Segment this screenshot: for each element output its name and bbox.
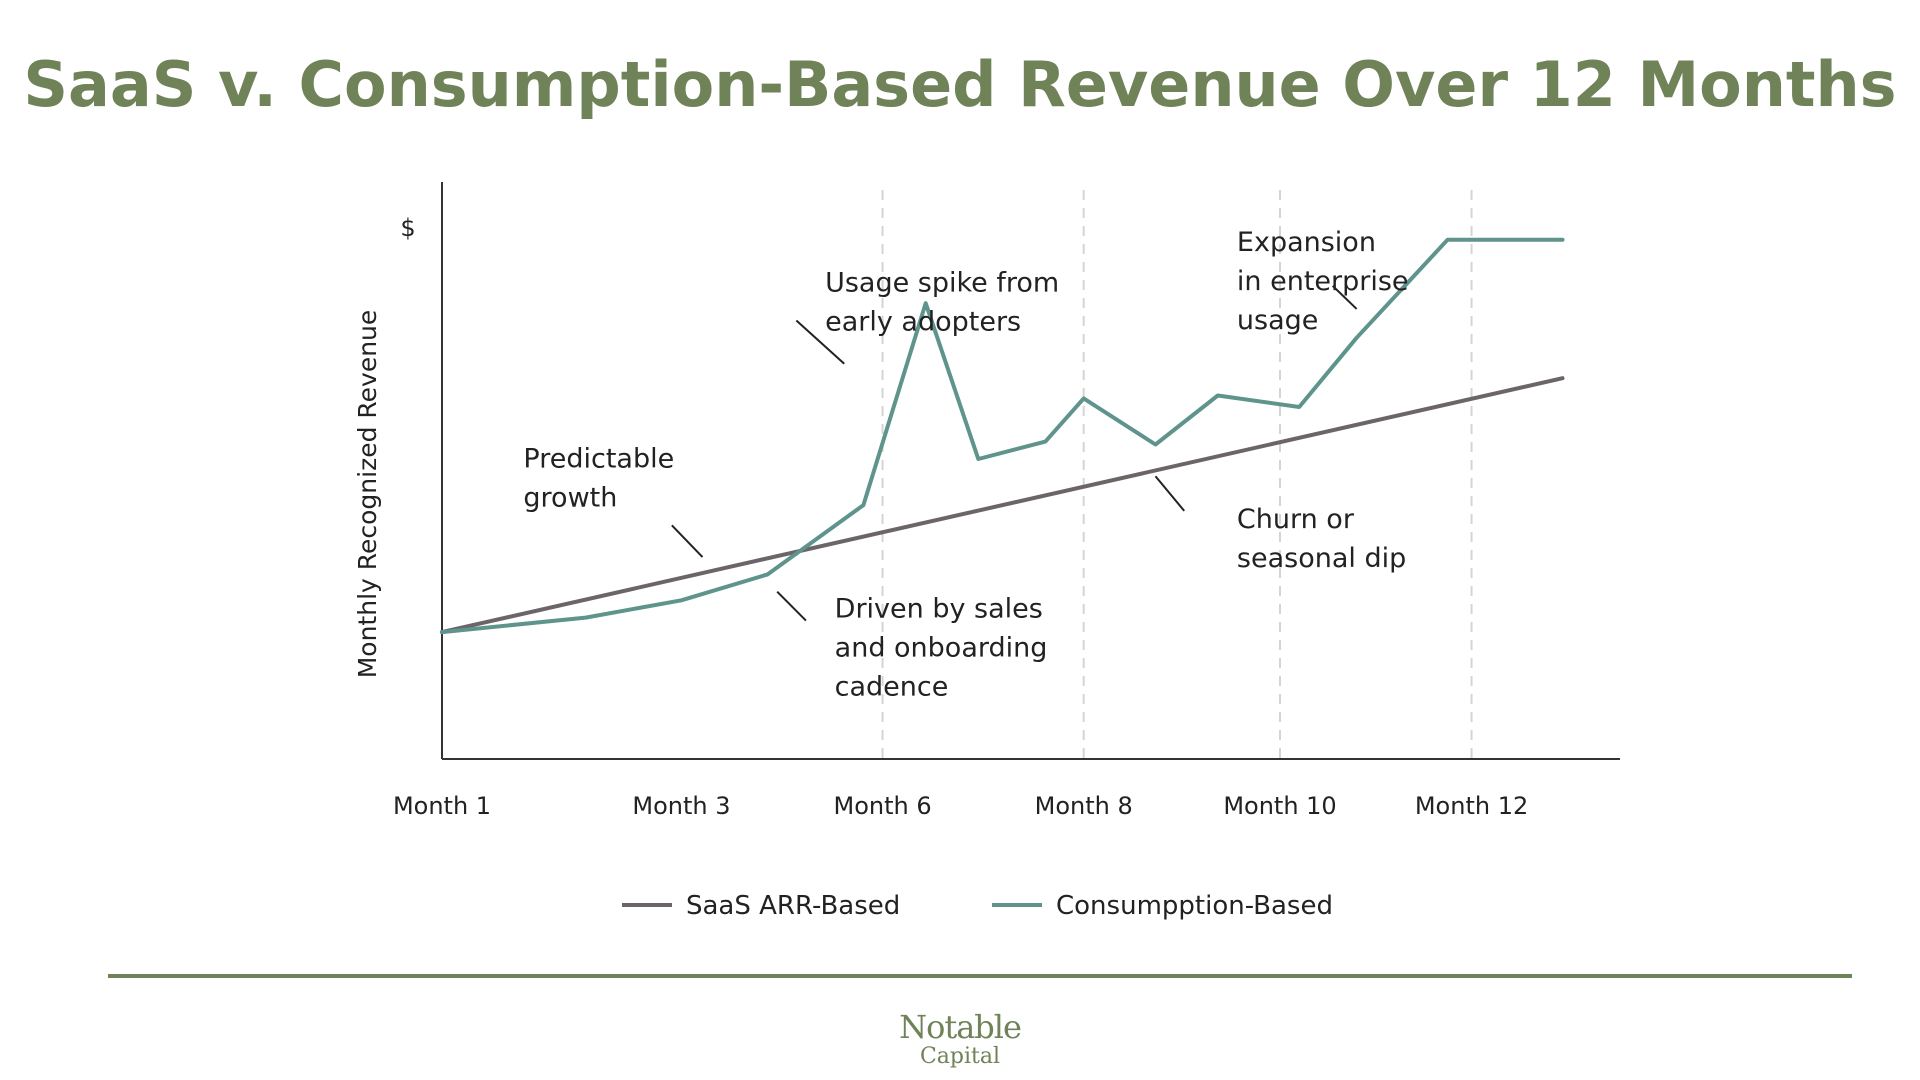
chart-svg: $ Monthly Recognized Revenue Month 1 Month … <box>353 182 1620 921</box>
annotation-1-line-2: usage <box>1237 305 1318 336</box>
brand-logo-line2: Capital <box>919 1044 1001 1069</box>
x-tick-label-3: Month 8 <box>1035 792 1133 820</box>
annotation-4-line-0: Driven by sales <box>835 594 1043 625</box>
annotation-2: Predictable growth <box>523 444 674 514</box>
footer-divider <box>108 974 1852 978</box>
annotation-3-pointer <box>1154 475 1186 512</box>
annotation-0-line-0: Usage spike from <box>825 268 1059 299</box>
annotation-2-pointer <box>671 524 704 558</box>
chart-title: SaaS v. Consumption-Based Revenue Over 1… <box>23 48 1897 121</box>
series-line-saas <box>440 376 1565 635</box>
y-unit-label: $ <box>400 214 415 242</box>
x-tick-label-0: Month 1 <box>393 792 491 820</box>
x-tick-label-4: Month 10 <box>1223 792 1336 820</box>
annotation-0-pointer <box>795 319 845 365</box>
y-axis-label: Monthly Recognized Revenue <box>353 310 382 679</box>
annotation-1: Expansion in enterprise usage <box>1237 227 1409 336</box>
x-tick-label-5: Month 12 <box>1415 792 1528 820</box>
annotation-1-pointer <box>1331 285 1358 310</box>
annotation-0: Usage spike from early adopters <box>825 268 1059 338</box>
annotation-3-line-1: seasonal dip <box>1237 543 1406 574</box>
x-tick-label-2: Month 6 <box>833 792 931 820</box>
annotation-1-line-0: Expansion <box>1237 227 1376 258</box>
series-line-consumption <box>440 237 1565 635</box>
annotation-3-line-0: Churn or <box>1237 504 1355 535</box>
annotation-1-line-1: in enterprise <box>1237 266 1409 297</box>
annotation-4-line-2: cadence <box>835 672 949 703</box>
legend-label-1: Consumpption-Based <box>1056 891 1333 921</box>
x-tick-label-1: Month 3 <box>632 792 730 820</box>
annotation-4-pointer <box>776 590 807 622</box>
annotation-4-line-1: and onboarding <box>835 633 1048 664</box>
annotation-2-line-1: growth <box>523 483 617 514</box>
annotation-2-line-0: Predictable <box>523 444 674 475</box>
legend-label-0: SaaS ARR-Based <box>686 891 900 921</box>
annotation-4: Driven by sales and onboarding cadence <box>835 594 1048 703</box>
annotation-3: Churn or seasonal dip <box>1237 504 1406 574</box>
annotation-0-line-1: early adopters <box>825 307 1021 338</box>
brand-logo-line1: Notable <box>899 1008 1022 1046</box>
